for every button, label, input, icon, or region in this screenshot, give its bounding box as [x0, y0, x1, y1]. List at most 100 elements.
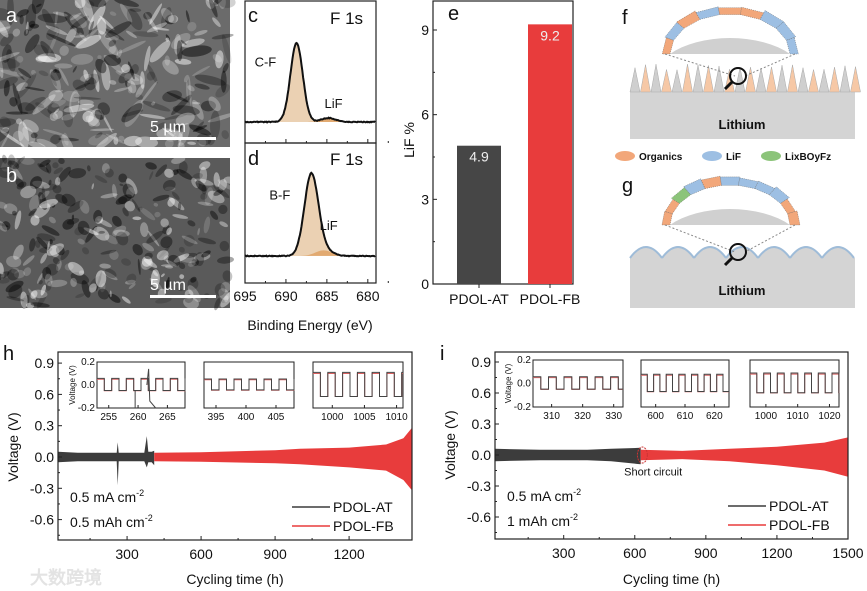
sem-texture — [200, 193, 208, 200]
sem-texture — [188, 124, 212, 136]
cycling-chart-i: 0.9 0.6 0.3 0.0 -0.3 -0.6 300 600 900 1200 1500 Cyc… — [442, 351, 864, 587]
y-tick-label: 0.9 — [472, 354, 492, 370]
x-tick-label: 1200 — [761, 545, 792, 561]
y-tick-label: 0.3 — [472, 416, 492, 432]
sem-texture — [0, 220, 8, 232]
sem-texture — [194, 83, 210, 90]
sei-component — [718, 7, 742, 15]
dendrite — [755, 67, 767, 93]
sem-texture — [213, 0, 224, 6]
sem-texture — [124, 201, 136, 212]
dendrite — [629, 67, 641, 93]
watermark: 大数跨境 — [30, 567, 102, 588]
sem-texture — [155, 164, 168, 178]
sem-texture — [112, 183, 117, 199]
sem-texture — [218, 0, 226, 9]
sem-texture — [69, 90, 80, 118]
sem-texture — [0, 277, 10, 284]
legend-label: PDOL-AT — [769, 498, 829, 514]
sem-texture — [218, 288, 230, 301]
sem-texture — [77, 99, 94, 106]
sem-texture — [167, 14, 179, 24]
short-circuit-annotation: Short circuit — [624, 467, 682, 479]
sem-texture — [12, 83, 23, 114]
sem-texture — [162, 90, 182, 103]
sem-texture — [46, 33, 76, 47]
sem-texture — [94, 216, 103, 224]
sem-texture — [29, 23, 40, 29]
sem-texture — [160, 218, 169, 228]
sem-texture — [135, 84, 145, 98]
panel-label-g: g — [622, 175, 633, 197]
sem-texture — [171, 156, 186, 165]
sem-texture — [0, 128, 10, 145]
smooth-deposit — [725, 246, 759, 259]
panel-label-a: a — [6, 5, 18, 27]
sem-texture — [139, 207, 156, 221]
dendrite — [692, 64, 704, 93]
sem-texture — [158, 246, 170, 259]
y-tick-label: 0.6 — [35, 386, 55, 402]
dendrite — [703, 65, 714, 93]
superscript: -2 — [573, 487, 581, 497]
sem-texture — [155, 297, 172, 304]
inset-x-tick-label: 260 — [130, 412, 147, 423]
sem-background — [0, 0, 230, 147]
sem-texture — [32, 180, 50, 189]
sem-texture — [115, 231, 129, 246]
sem-texture — [165, 37, 170, 42]
sem-texture — [143, 45, 151, 72]
peak-label-lif: LiF — [325, 96, 343, 111]
legend-label: LiF — [726, 152, 741, 163]
sem-texture — [207, 112, 237, 123]
sem-texture — [198, 138, 207, 147]
sem-texture — [1, 221, 11, 231]
sem-image-a — [0, 0, 237, 157]
sem-texture — [162, 59, 179, 75]
inset-x-tick-label: 600 — [647, 411, 664, 422]
sem-texture — [52, 184, 62, 194]
dendrite — [650, 64, 662, 93]
sem-texture — [164, 139, 174, 149]
sem-texture — [156, 250, 169, 261]
sei-component — [661, 211, 673, 226]
sem-texture — [118, 196, 128, 205]
sem-texture — [93, 226, 110, 241]
sem-texture — [201, 185, 208, 195]
superscript: -2 — [570, 512, 578, 522]
sem-texture — [147, 230, 160, 247]
sem-texture — [171, 32, 191, 50]
sem-texture — [63, 103, 95, 113]
sem-texture — [29, 194, 40, 212]
sem-texture — [89, 276, 102, 288]
sem-texture — [205, 0, 215, 9]
sem-texture — [16, 9, 29, 17]
sem-texture — [25, 96, 46, 111]
sem-texture — [109, 11, 117, 16]
y-tick-label: 0.0 — [35, 449, 55, 465]
sem-texture — [22, 126, 36, 143]
sem-texture — [183, 234, 195, 247]
x-tick-label: 300 — [115, 546, 139, 562]
sem-texture — [90, 128, 115, 132]
sem-texture — [200, 100, 216, 112]
sem-texture — [113, 229, 130, 237]
sem-texture — [41, 8, 55, 31]
scale-bar-label-a: 5 µm — [150, 119, 186, 136]
sem-texture — [40, 253, 48, 264]
sem-texture — [171, 94, 192, 116]
smooth-deposit — [757, 246, 791, 259]
sem-texture — [30, 302, 50, 308]
sem-texture — [141, 255, 152, 267]
sem-texture — [48, 179, 52, 186]
sem-texture — [32, 94, 56, 115]
sei-component — [664, 22, 685, 41]
y-tick-label: 0.0 — [472, 447, 492, 463]
inset-x-tick-label: 405 — [268, 412, 285, 423]
sem-texture — [126, 8, 143, 31]
sem-texture — [28, 20, 36, 28]
dendrite — [734, 67, 746, 93]
sem-texture — [126, 273, 137, 284]
sem-texture — [146, 71, 156, 81]
sem-texture — [0, 158, 13, 170]
